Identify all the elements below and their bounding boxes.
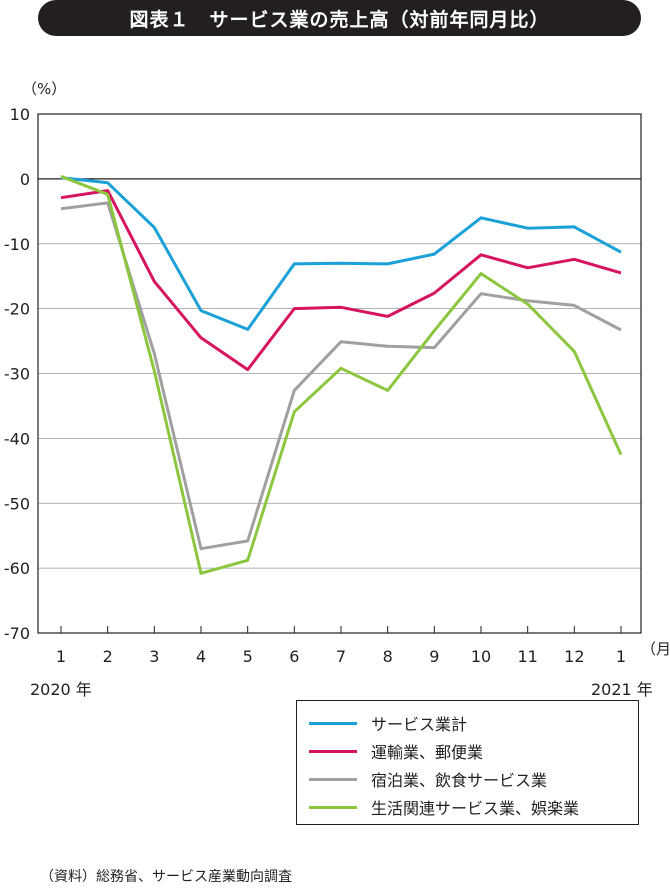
- legend-swatch: [309, 777, 357, 781]
- x-tick-label: 11: [517, 647, 537, 666]
- y-tick-label: -20: [4, 300, 30, 319]
- legend-item: 運輸業、郵便業: [309, 739, 483, 763]
- legend-label: 生活関連サービス業、娯楽業: [371, 799, 580, 818]
- x-tick-label: 9: [429, 647, 439, 666]
- y-tick-label: -50: [4, 494, 30, 513]
- x-tick-label: 4: [196, 647, 206, 666]
- series-line: [60, 176, 622, 331]
- y-tick-label: -40: [4, 429, 30, 448]
- y-tick-label: -70: [4, 624, 30, 643]
- y-axis-unit-label: （%）: [22, 80, 67, 98]
- end-year-label: 2021 年: [591, 680, 653, 699]
- start-year-label: 2020 年: [30, 680, 92, 699]
- legend-item: 生活関連サービス業、娯楽業: [309, 795, 579, 819]
- series-line: [60, 189, 622, 372]
- x-tick-label: 1: [56, 647, 66, 666]
- legend: サービス業計 運輸業、郵便業宿泊業、飲食サービス業生活関連サービス業、娯楽業: [296, 700, 639, 825]
- x-tick-label: 1: [616, 647, 626, 666]
- legend-label: サービス業計: [371, 715, 468, 734]
- series-lines: [60, 174, 623, 575]
- legend-label: 宿泊業、飲食サービス業: [371, 771, 548, 790]
- y-tick-label: -10: [4, 235, 30, 254]
- series-line: [60, 201, 622, 551]
- gridlines: [38, 178, 641, 633]
- x-tick-label: 8: [383, 647, 393, 666]
- y-tick-label: 0: [20, 170, 30, 189]
- x-tick-label: 5: [243, 647, 253, 666]
- legend-item: 宿泊業、飲食サービス業: [309, 767, 547, 791]
- legend-item: サービス業計: [309, 711, 467, 735]
- y-tick-label: 10: [10, 105, 30, 124]
- month-unit-label: （月）: [641, 640, 670, 658]
- chart-title: 図表１ サービス業の売上高（対前年同月比）: [38, 0, 641, 36]
- legend-swatch: [309, 749, 357, 753]
- x-tick-label: 6: [289, 647, 299, 666]
- x-tick-label: 3: [149, 647, 159, 666]
- y-tick-label: -60: [4, 559, 30, 578]
- x-tick-label: 10: [471, 647, 491, 666]
- source-note: （資料）総務省、サービス産業動向調査: [40, 869, 292, 885]
- legend-label: 運輸業、郵便業: [371, 743, 484, 762]
- x-tick-label: 7: [336, 647, 346, 666]
- legend-swatch: [309, 805, 357, 809]
- series-line: [60, 174, 623, 575]
- legend-swatch: [309, 721, 357, 725]
- plot-frame: [37, 113, 642, 634]
- x-tick-label: 12: [564, 647, 584, 666]
- x-tick-label: 2: [103, 647, 113, 666]
- y-tick-labels: 10 0 -10 -20 -30 -40 -50 -60 -70: [4, 105, 30, 643]
- x-tick-labels: 1 2 3 4 5 6 7 8 9 10 11 12 1: [56, 647, 626, 666]
- y-tick-label: -30: [4, 365, 30, 384]
